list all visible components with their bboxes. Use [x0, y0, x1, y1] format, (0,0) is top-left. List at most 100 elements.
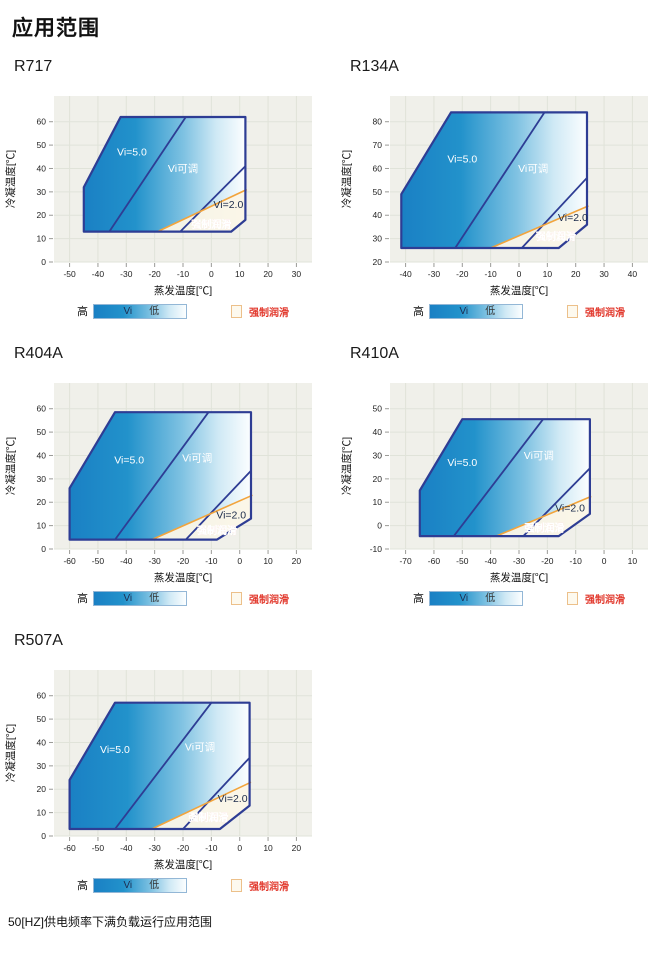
- envelope-area: [83, 117, 246, 232]
- operating-envelope-chart-R404A: Vi=5.0 Vi可调 Vi=2.0 强制润滑 0 10 20 30 40 50 60 -60 -50 -…: [4, 383, 312, 584]
- y-tick-label: 30: [37, 474, 47, 484]
- region-label: Vi可调: [182, 452, 212, 464]
- y-tick-label: 60: [373, 163, 383, 173]
- y-tick-label: 20: [373, 257, 383, 267]
- region-label: Vi=5.0: [117, 147, 147, 159]
- vi-5-boundary-line: [114, 702, 213, 830]
- envelope-area: [69, 412, 251, 540]
- forced-lubrication-line: [151, 781, 252, 830]
- x-tick-label: 10: [543, 269, 553, 279]
- region-label: 强制润滑: [525, 521, 565, 534]
- x-tick-label: -40: [120, 843, 133, 853]
- x-tick-label: -40: [484, 556, 497, 566]
- x-tick-label: -30: [120, 269, 133, 279]
- legend-vi-gradient-bar: Vi 低: [93, 303, 187, 319]
- y-tick-label: 30: [37, 187, 47, 197]
- legend-forced-lubrication-swatch: [567, 304, 578, 318]
- y-tick-label: 60: [37, 404, 47, 414]
- y-tick-label: 30: [373, 234, 383, 244]
- legend-forced-lubrication-swatch: [567, 591, 578, 605]
- region-label: Vi=2.0: [558, 212, 588, 224]
- refrigerant-title: R410A: [350, 345, 399, 362]
- y-tick-label: 50: [37, 140, 47, 150]
- x-tick-label: 20: [292, 843, 302, 853]
- x-tick-label: -40: [92, 269, 105, 279]
- y-tick-label: 0: [41, 257, 46, 267]
- y-tick-label: 10: [373, 497, 383, 507]
- vi-5-boundary-line: [453, 418, 544, 537]
- vi-2-boundary-line: [182, 757, 251, 830]
- x-tick-label: 10: [263, 843, 273, 853]
- y-tick-label: 30: [373, 450, 383, 460]
- vi-2-boundary-line: [522, 467, 591, 537]
- x-tick-label: 0: [517, 269, 522, 279]
- legend-vi-label: Vi: [123, 305, 133, 317]
- chart-legend: 高 Vi 低 强制润滑: [0, 303, 312, 319]
- x-tick-label: -50: [456, 556, 469, 566]
- footnote: 50[HZ]供电频率下满负载运行应用范围: [8, 915, 213, 929]
- region-label: 强制润滑: [197, 524, 237, 537]
- x-tick-label: -40: [120, 556, 133, 566]
- x-axis-title: 蒸发温度[℃]: [490, 571, 548, 584]
- y-tick-label: 50: [373, 187, 383, 197]
- x-tick-label: -30: [513, 556, 526, 566]
- y-tick-label: 60: [37, 117, 47, 127]
- x-axis-title: 蒸发温度[℃]: [154, 571, 212, 584]
- x-tick-label: 40: [628, 269, 638, 279]
- refrigerant-title: R404A: [14, 345, 63, 362]
- legend-low-label: 低: [485, 305, 496, 317]
- y-tick-label: 70: [373, 140, 383, 150]
- x-tick-label: 30: [292, 269, 302, 279]
- chart-section-R404A: R404A Vi=5.0 Vi可调 Vi=2.0 强制润滑 0 10 20 30 40 50 60 -6…: [0, 345, 335, 606]
- chart-legend: 高 Vi 低 强制润滑: [0, 590, 312, 606]
- y-tick-label: 20: [373, 474, 383, 484]
- region-label: Vi=2.0: [218, 793, 248, 805]
- legend-high-label: 高: [413, 593, 424, 605]
- x-tick-label: 10: [263, 556, 273, 566]
- y-axis-title: 冷凝温度[℃]: [4, 437, 17, 495]
- region-label: Vi=2.0: [216, 510, 246, 522]
- x-tick-label: -40: [399, 269, 412, 279]
- region-label: Vi=5.0: [114, 455, 144, 467]
- envelope-area: [419, 419, 590, 537]
- region-label: Vi=5.0: [100, 744, 130, 756]
- operating-envelope-chart-R717: Vi=5.0 Vi可调 Vi=2.0 强制润滑 0 10 20 30 40 50 60 -50 -40 -…: [4, 96, 312, 297]
- y-tick-label: 0: [41, 831, 46, 841]
- operating-envelope-chart-R410A: Vi=5.0 Vi可调 Vi=2.0 强制润滑 -10 0 10 20 30 40 50 -70 -60…: [340, 383, 648, 584]
- y-tick-label: 50: [37, 714, 47, 724]
- x-tick-label: 0: [237, 556, 242, 566]
- refrigerant-title: R717: [14, 58, 53, 75]
- region-label: Vi可调: [518, 163, 548, 175]
- x-axis-title: 蒸发温度[℃]: [154, 858, 212, 871]
- x-tick-label: -10: [484, 269, 497, 279]
- region-label: Vi=5.0: [447, 457, 477, 469]
- y-tick-label: 40: [37, 450, 47, 460]
- x-tick-label: -10: [205, 556, 218, 566]
- x-tick-label: 0: [602, 556, 607, 566]
- y-tick-label: 80: [373, 117, 383, 127]
- x-tick-label: -10: [177, 269, 190, 279]
- vi-2-boundary-line: [521, 177, 588, 249]
- y-tick-label: 0: [41, 544, 46, 554]
- forced-lubrication-line: [157, 188, 248, 233]
- x-tick-label: -60: [63, 843, 76, 853]
- legend-low-label: 低: [149, 879, 160, 891]
- y-tick-label: 20: [37, 497, 47, 507]
- chart-legend: 高 Vi 低 强制润滑: [336, 590, 648, 606]
- forced-lubrication-line: [490, 205, 589, 249]
- region-label: Vi可调: [185, 742, 215, 754]
- forced-lubrication-region: [496, 496, 590, 537]
- legend-high-label: 高: [413, 306, 424, 318]
- legend-vi-label: Vi: [123, 592, 133, 604]
- region-label: Vi=2.0: [555, 503, 585, 515]
- refrigerant-title: R134A: [350, 58, 399, 75]
- x-tick-label: -50: [92, 556, 105, 566]
- region-label: Vi可调: [524, 450, 554, 462]
- x-tick-label: 20: [571, 269, 581, 279]
- region-label: 强制润滑: [536, 230, 576, 243]
- y-tick-label: 40: [373, 427, 383, 437]
- x-tick-label: 20: [292, 556, 302, 566]
- legend-forced-lubrication-label: 强制润滑: [585, 594, 625, 606]
- x-tick-label: -20: [177, 843, 190, 853]
- legend-vi-gradient-bar: Vi 低: [93, 590, 187, 606]
